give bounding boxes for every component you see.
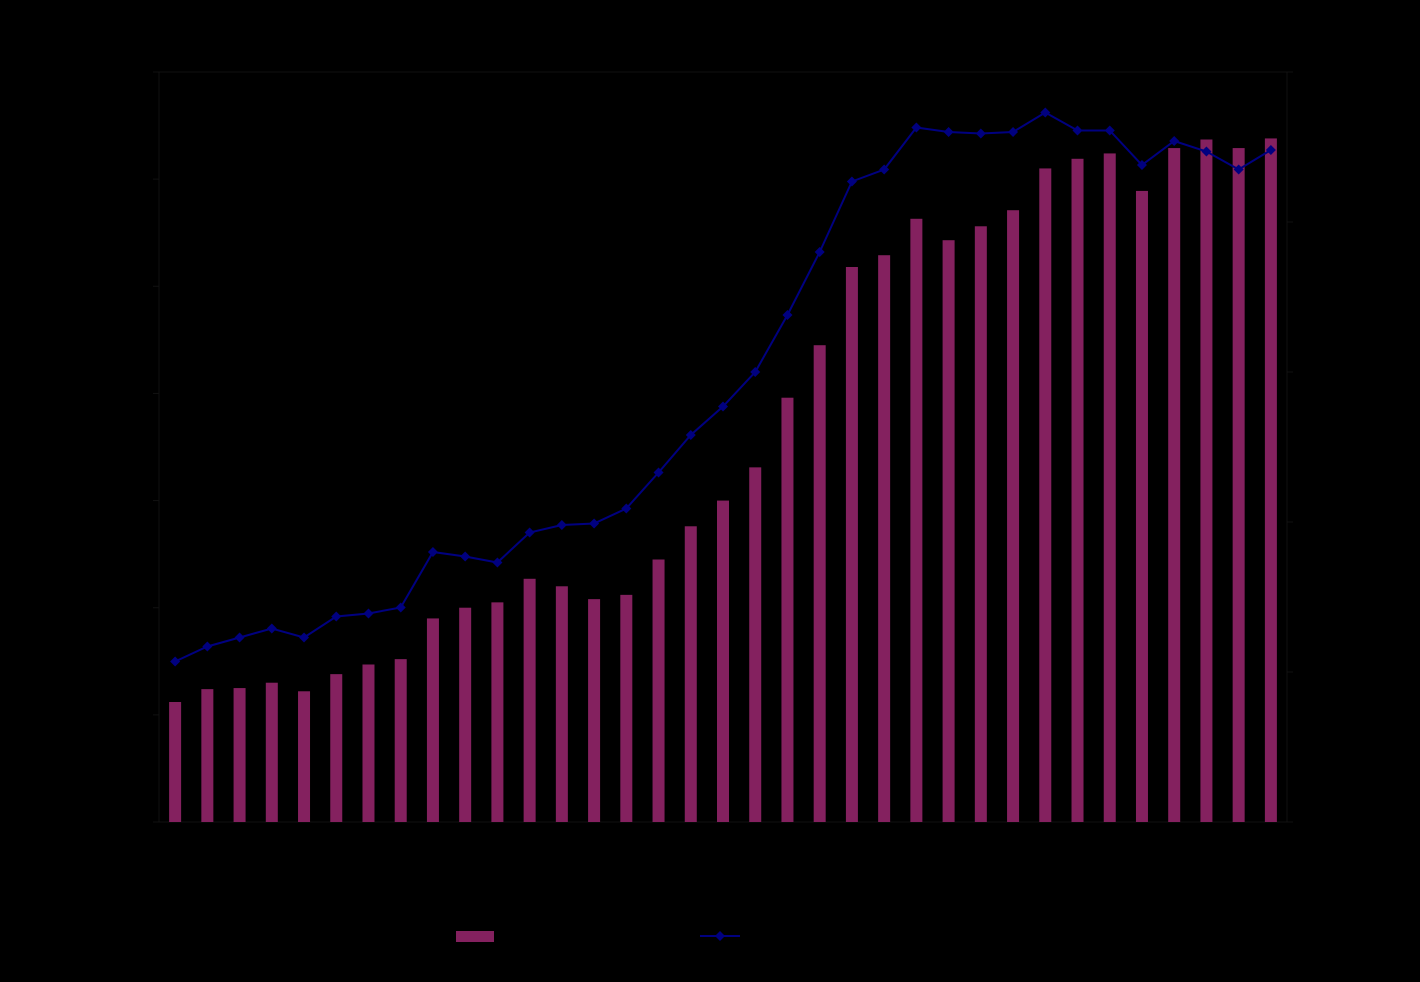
line-marker — [782, 310, 793, 320]
bar — [1039, 168, 1052, 822]
line-marker — [685, 430, 696, 440]
bar — [201, 689, 214, 822]
line-marker — [975, 128, 986, 139]
line-marker — [1040, 107, 1051, 118]
line-marker — [331, 611, 342, 622]
line-marker — [427, 547, 438, 557]
bar — [523, 578, 536, 822]
bar — [974, 226, 987, 823]
bar — [1232, 148, 1245, 823]
line-marker — [879, 164, 890, 175]
legend-marker — [715, 931, 725, 941]
line-marker — [524, 527, 535, 538]
line-marker — [556, 520, 567, 530]
bar — [491, 602, 504, 822]
line-marker — [1136, 160, 1147, 170]
bar — [330, 674, 343, 822]
bar — [233, 688, 246, 822]
line-marker — [750, 367, 761, 377]
legend-swatch — [456, 931, 494, 942]
bar — [910, 218, 923, 823]
bar — [394, 659, 407, 822]
bar — [684, 526, 697, 822]
line-marker — [1265, 145, 1276, 155]
bar — [265, 682, 278, 822]
bar — [555, 586, 568, 822]
bar — [652, 559, 665, 822]
bar — [845, 267, 858, 822]
line-marker — [911, 122, 922, 133]
bar — [1135, 190, 1148, 822]
line-marker — [1104, 125, 1115, 136]
bar — [717, 500, 729, 822]
line-marker — [1169, 136, 1180, 146]
line-marker — [363, 608, 374, 619]
bar — [620, 594, 633, 822]
line-marker — [395, 602, 406, 613]
bar — [588, 599, 601, 822]
bar — [1007, 210, 1020, 822]
line-marker — [266, 623, 277, 634]
line-marker — [170, 656, 181, 667]
line-marker — [299, 632, 310, 643]
line-marker — [1008, 127, 1019, 137]
line-marker — [653, 467, 664, 478]
line-marker — [460, 551, 471, 562]
bar — [813, 345, 826, 822]
line-marker — [621, 503, 632, 514]
bar — [1200, 139, 1213, 822]
line-marker — [234, 632, 245, 643]
line-marker — [846, 176, 857, 187]
line-marker — [589, 518, 600, 529]
line-marker — [943, 127, 954, 137]
bar — [878, 255, 891, 822]
bar — [362, 664, 375, 822]
bar — [459, 607, 472, 822]
line-marker — [1201, 146, 1212, 157]
line-marker — [492, 557, 503, 568]
bar — [426, 618, 439, 822]
line-marker — [1072, 125, 1083, 136]
bar — [1103, 153, 1116, 822]
line-marker — [1233, 164, 1244, 175]
line-marker — [202, 641, 213, 652]
bar — [942, 240, 955, 822]
bar — [749, 467, 762, 822]
bar — [1071, 158, 1084, 823]
bar — [1264, 138, 1277, 822]
line-marker — [718, 401, 728, 412]
bar — [298, 691, 311, 822]
bar — [781, 397, 794, 822]
bar — [1168, 148, 1181, 823]
bar — [169, 702, 182, 822]
line-marker — [814, 247, 825, 257]
